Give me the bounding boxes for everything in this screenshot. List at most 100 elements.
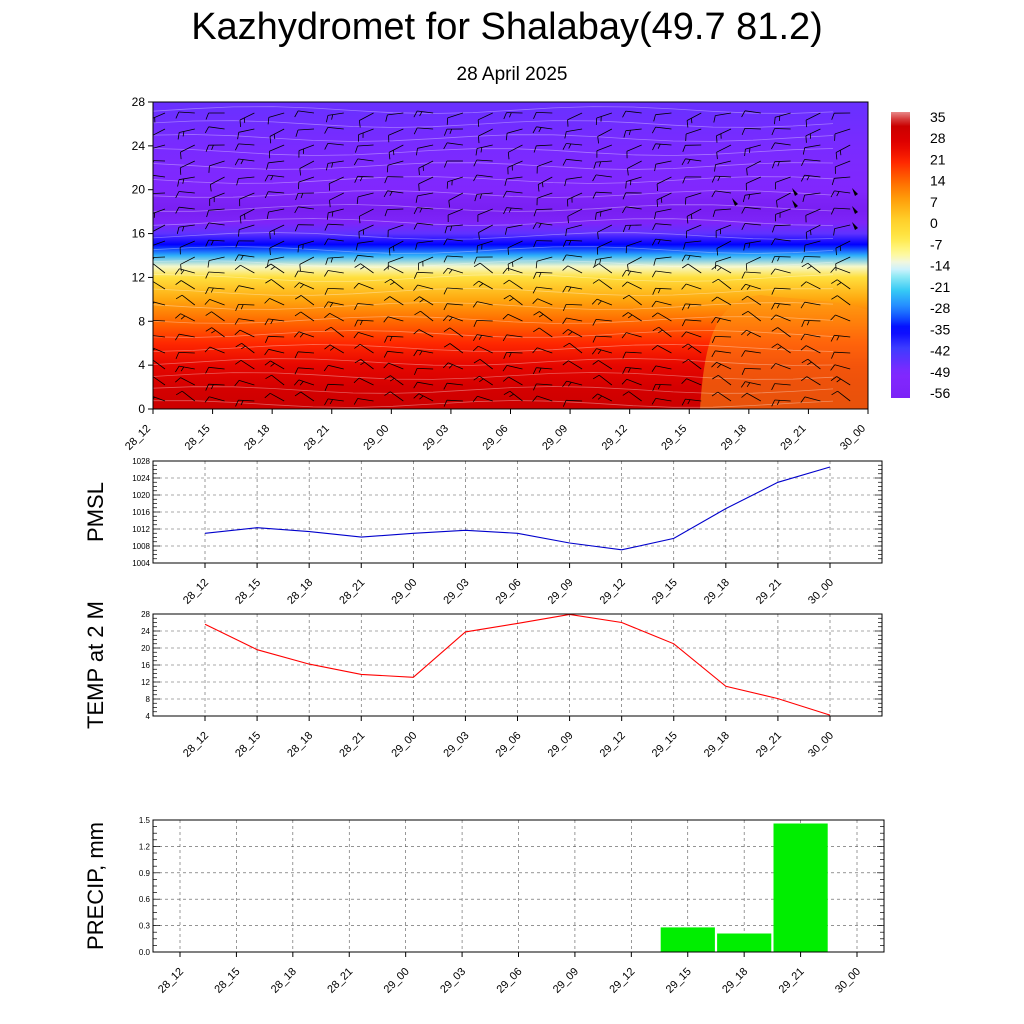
wind-barb-feather [180,269,185,275]
wind-barb [625,351,642,354]
wind-barb-feather [389,191,393,196]
wind-barb-feather [503,279,510,285]
wind-barb [180,377,195,386]
wind-barb [774,142,791,146]
wind-barb [596,144,613,152]
x-tick-label: 29_21 [778,423,808,453]
wind-barb-feather [597,232,599,240]
wind-barb-feather [743,243,746,251]
wind-barb [506,128,523,134]
wind-barb-feather [354,255,358,262]
grid [153,820,884,952]
wind-barb [804,174,821,178]
wind-barb-feather [502,267,508,274]
wind-barb-feather [146,263,152,267]
wind-barb-feather [509,393,514,398]
wind-barb-feather [801,262,809,268]
wind-barb [596,112,613,119]
x-tick-label: 28_12 [156,966,186,996]
wind-barb [180,280,196,290]
wind-barb [744,223,761,226]
wind-barb-feather [777,346,782,350]
wind-barb [507,313,523,322]
x-tick-label: 29_06 [495,966,525,996]
wind-barb-feather [532,222,537,230]
wind-barb-feather [567,382,572,387]
wind-barb [239,112,255,121]
wind-barb-feather [712,210,716,218]
wind-barb-feather [568,143,572,149]
wind-barb [417,368,434,370]
wind-barb [566,128,583,132]
wind-barb-feather [533,112,537,119]
wind-barb [834,176,851,179]
wind-barb-feather [175,280,182,286]
wind-barb [655,208,672,213]
wind-barb [477,395,493,402]
wind-barb-feather [746,331,751,336]
x-tick-label: 28_12 [181,730,211,760]
wind-barb-feather [205,311,212,316]
contour-line [153,400,834,408]
wind-barb-feather [210,184,212,192]
wind-barb [747,310,762,322]
wind-barb [744,110,761,114]
wind-barb-feather [741,207,746,214]
wind-barb-feather [836,378,841,383]
wind-barb [685,254,702,258]
wind-barb [715,208,732,211]
wind-barb-feather [771,238,776,246]
wind-barb-feather [562,317,567,325]
wind-barb-feather [806,320,810,326]
wind-barb [299,160,315,169]
wind-barb-feather [265,279,272,284]
wind-barb-feather [567,216,569,224]
wind-barb [208,239,225,242]
wind-barb [625,206,642,210]
wind-barb-feather [682,145,686,152]
wind-barb [774,383,791,386]
wind-barb-feather [443,400,448,407]
wind-barb-feather [359,120,361,128]
wind-barb-feather [711,296,718,302]
wind-barb-feather [415,195,418,203]
wind-barb-feather [443,343,451,348]
wind-barb-feather [597,395,603,400]
wind-barb-feather [592,360,599,365]
wind-barb-feather [713,115,716,123]
wind-barb [208,208,225,211]
wind-barb [446,287,463,290]
wind-barb-feather [687,399,691,405]
wind-barb-feather [835,248,837,256]
wind-barb [298,331,315,338]
wind-barb-feather [235,342,242,348]
wind-barb [179,240,195,248]
wind-barb-feather [740,381,746,388]
wind-barb-feather [687,255,691,261]
wind-barb [153,359,166,370]
wind-barb [506,190,523,194]
wind-barb-feather [358,216,361,224]
wind-barb [685,283,702,290]
wind-barb-feather [293,331,300,338]
wind-barb [359,343,374,354]
y-tick-label: 1004 [132,559,150,568]
wind-barb [536,286,553,290]
wind-barb [178,224,195,228]
wind-barb-feather [393,246,395,252]
wind-barb [298,144,315,151]
wind-barb-feather [443,255,448,263]
wind-barb-feather [538,367,542,373]
wind-barb [476,192,493,195]
wind-barb-feather [177,179,180,187]
wind-barb [566,143,583,146]
wind-barb [390,391,404,402]
wind-barb-feather [621,270,627,277]
wind-barb [715,190,732,194]
wind-barb [298,176,315,183]
wind-barb [358,224,374,232]
y-tick-label: 28 [132,95,146,109]
wind-barb-feather [778,115,781,121]
wind-barb [298,379,315,386]
y-tick-label: 1.2 [139,842,151,851]
